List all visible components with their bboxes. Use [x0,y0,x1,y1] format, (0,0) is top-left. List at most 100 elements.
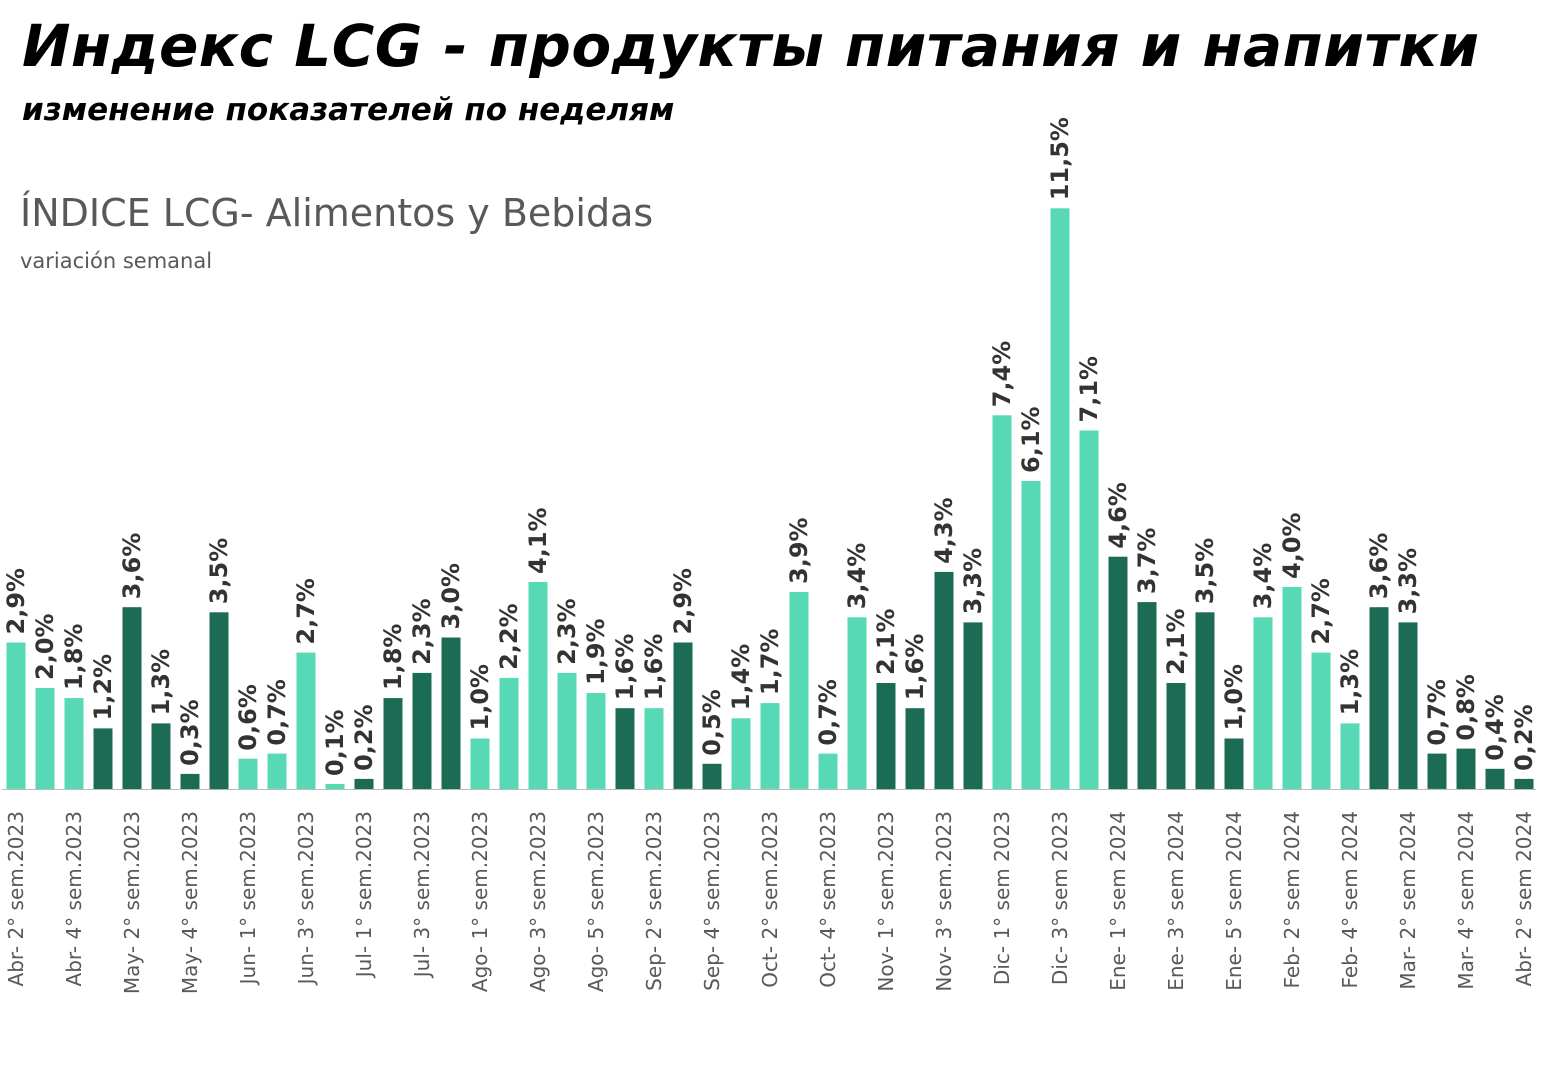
x-tick-label: Nov- 1° sem.2023 [874,811,898,992]
x-tick-label: Ago- 5° sem.2023 [584,811,608,992]
data-label: 0,7% [263,679,291,746]
bar [1311,652,1331,789]
data-label: 1,0% [466,664,494,731]
data-label: 1,2% [89,654,117,721]
x-tick-label: Jul- 1° sem.2023 [352,811,376,979]
bar [238,758,258,789]
bar [412,672,432,789]
data-label: 11,5% [1046,117,1074,200]
bar [1253,617,1273,789]
x-tick-labels-group: Abr- 2° sem.2023 Abr- 4° sem.2023 May- 2° … [4,811,1536,994]
data-label: 4,3% [930,497,958,564]
data-label: 3,4% [843,543,871,610]
data-label: 3,7% [1133,528,1161,595]
bar [1485,768,1505,789]
bar [499,677,519,789]
bar [470,738,490,789]
bar [209,612,229,790]
bar [93,728,113,789]
x-tick-label: Feb- 4° sem 2024 [1338,811,1362,989]
bar [1282,587,1302,789]
bar [586,693,606,789]
bar [267,753,287,789]
data-label: 1,9% [582,618,610,685]
data-label: 0,6% [234,684,262,751]
bar [64,698,84,789]
data-label: 1,6% [901,634,929,701]
bar [731,718,751,789]
bar [615,708,635,789]
bar [528,582,548,789]
data-label: 1,8% [379,624,407,691]
data-label: 3,4% [1249,543,1277,610]
bar [180,773,200,789]
data-label: 4,0% [1278,512,1306,579]
data-label: 3,0% [437,563,465,630]
data-label: 6,1% [1017,406,1045,473]
x-tick-label: Jun- 1° sem.2023 [236,811,260,986]
data-label: 0,1% [321,709,349,776]
data-label: 3,9% [785,517,813,584]
data-label: 2,9% [669,568,697,635]
x-tick-label: Abr- 2° sem 2024 [1512,811,1536,986]
bar [354,778,374,789]
data-label: 3,6% [118,533,146,600]
x-tick-label: May- 4° sem.2023 [178,811,202,994]
x-tick-label: Jun- 3° sem.2023 [294,811,318,986]
bar [6,642,26,789]
data-label: 0,7% [1423,679,1451,746]
data-label: 1,8% [60,624,88,691]
data-label: 3,6% [1365,533,1393,600]
chart-title: ÍNDICE LCG- Alimentos y Bebidas [20,191,653,235]
data-label: 2,3% [408,598,436,665]
bar [151,723,171,790]
data-label: 2,1% [1162,608,1190,675]
bar [963,622,983,789]
bar [1427,753,1447,789]
data-label: 2,7% [1307,578,1335,645]
data-label: 0,2% [1510,704,1538,771]
x-tick-label: Feb- 2° sem 2024 [1280,811,1304,989]
data-label: 4,1% [524,507,552,574]
bar [1224,738,1244,789]
data-label: 0,4% [1481,694,1509,761]
page-title: Индекс LCG - продукты питания и напитки [22,12,1480,80]
x-tick-label: Ago- 1° sem.2023 [468,811,492,992]
bar [557,672,577,789]
data-label: 2,0% [31,613,59,680]
bar [876,683,896,790]
x-tick-label: Ago- 3° sem.2023 [526,811,550,992]
x-tick-label: Ene- 1° sem 2024 [1106,811,1130,991]
data-label: 1,7% [756,629,784,696]
x-tick-label: Nov- 3° sem.2023 [932,811,956,992]
data-label: 1,3% [147,649,175,716]
bar [644,708,664,789]
data-label: 2,2% [495,603,523,670]
data-label: 1,6% [611,634,639,701]
x-tick-label: May- 2° sem.2023 [120,811,144,994]
x-tick-label: Ene- 3° sem 2024 [1164,811,1188,991]
bar [122,607,142,789]
bar [789,592,809,789]
data-label: 4,6% [1104,482,1132,549]
page-subtitle: изменение показателей по неделям [22,92,675,128]
bar [1021,481,1041,789]
data-label: 1,6% [640,634,668,701]
data-label: 1,0% [1220,664,1248,731]
bar [702,763,722,790]
data-label: 2,1% [872,608,900,675]
x-tick-label: Abr- 4° sem.2023 [62,811,86,986]
bar [992,415,1012,789]
x-tick-label: Dic- 1° sem 2023 [990,811,1014,985]
bar [296,652,316,789]
bar [1369,607,1389,789]
bar [1079,430,1099,789]
bar [1398,622,1418,789]
x-tick-label: Ene- 5° sem 2024 [1222,811,1246,991]
data-label: 3,5% [205,538,233,605]
x-tick-label: Mar- 2° sem 2024 [1396,811,1420,990]
data-label: 2,3% [553,598,581,665]
data-label: 0,3% [176,699,204,766]
bar [1050,208,1070,790]
